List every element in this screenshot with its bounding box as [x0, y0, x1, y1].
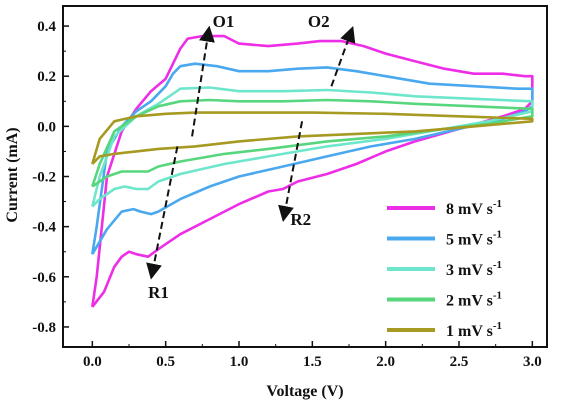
- series-line-1: [91, 62, 534, 255]
- x-tick-label: 2.0: [376, 354, 395, 370]
- y-tick-label: -0.4: [32, 220, 56, 236]
- series-line-2: [91, 86, 534, 208]
- annotation-layer: O1 O2 R1 R2: [146, 12, 356, 302]
- legend-label-2: 3 mV s-1: [446, 259, 502, 279]
- y-tick-label: 0.0: [37, 119, 56, 135]
- x-axis-title: Voltage (V): [266, 383, 343, 400]
- series-line-4: [91, 111, 534, 165]
- series-line-3: [91, 98, 534, 188]
- peak-label-r2: R2: [290, 210, 311, 229]
- x-tick-label: 0.0: [83, 354, 102, 370]
- x-tick-label: 0.5: [156, 354, 175, 370]
- legend-label-4: 1 mV s-1: [446, 320, 502, 340]
- legend: 8 mV s-1 5 mV s-1 3 mV s-1 2 mV s-1 1 mV s-1: [387, 198, 502, 340]
- series-layer: [91, 34, 534, 308]
- peak-label-o1: O1: [213, 12, 235, 31]
- series-line-0: [91, 34, 534, 308]
- y-tick-label: -0.6: [32, 270, 56, 286]
- peak-arrow-o2: [330, 26, 356, 87]
- x-tick-label: 3.0: [523, 354, 542, 370]
- y-tick-label: 0.2: [37, 69, 56, 85]
- peak-arrow-o1: [191, 25, 215, 137]
- y-tick-label: 0.4: [37, 19, 56, 35]
- legend-label-1: 5 mV s-1: [446, 229, 502, 249]
- y-tick-label: -0.8: [32, 320, 56, 336]
- peak-label-o2: O2: [308, 12, 330, 31]
- y-tick-label: -0.2: [32, 170, 56, 186]
- x-tick-label: 1.0: [230, 354, 249, 370]
- x-tick-label: 1.5: [303, 354, 322, 370]
- peak-arrow-r2: [278, 121, 304, 222]
- legend-label-0: 8 mV s-1: [446, 198, 502, 218]
- y-axis-title: Current (mA): [4, 127, 21, 222]
- peak-label-r1: R1: [148, 283, 169, 302]
- legend-label-3: 2 mV s-1: [446, 290, 502, 310]
- x-tick-label: 2.5: [450, 354, 469, 370]
- tick-layer: 0.0 0.5 1.0 1.5 2.0 2.5 3.0 0.4 0.2 0.0 -0.2 -0.4 -0…: [32, 19, 541, 370]
